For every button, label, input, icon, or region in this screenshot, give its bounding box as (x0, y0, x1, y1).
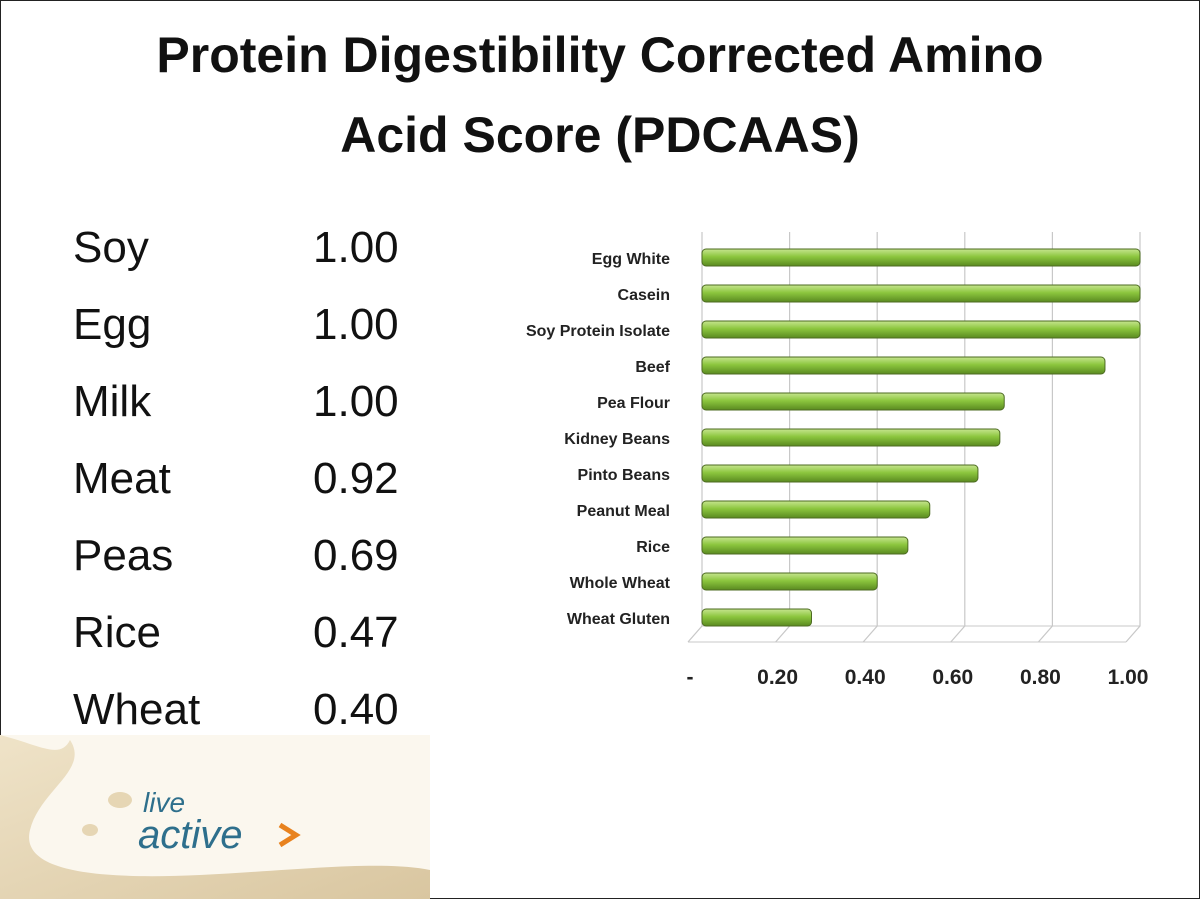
table-value: 1.00 (313, 300, 399, 349)
milk-drop (82, 824, 98, 836)
bar (701, 428, 1001, 447)
bar (701, 500, 931, 519)
table-label: Meat (73, 454, 171, 503)
x-tick-label: 0.40 (845, 666, 886, 689)
bar (701, 320, 1141, 339)
y-tick-label: Pea Flour (597, 395, 670, 412)
table-label: Peas (73, 531, 173, 580)
milk-splash (0, 735, 430, 899)
bar (701, 536, 909, 555)
bar (701, 248, 1141, 267)
x-tick-label: 0.60 (932, 666, 973, 689)
bar (701, 284, 1141, 303)
table-value: 1.00 (313, 377, 399, 426)
bar (701, 608, 812, 627)
x-tick-label: 0.20 (757, 666, 798, 689)
bar (701, 392, 1005, 411)
y-tick-label: Wheat Gluten (567, 611, 670, 628)
y-tick-label: Whole Wheat (570, 575, 671, 592)
title-line: Protein Digestibility Corrected Amino (156, 27, 1043, 83)
y-tick-label: Egg White (592, 251, 670, 268)
title-line: Acid Score (PDCAAS) (340, 107, 860, 163)
y-tick-label: Casein (618, 287, 670, 304)
y-tick-label: Soy Protein Isolate (526, 323, 670, 340)
score-table: Soy 1.00 Egg 1.00 Milk 1.00 Meat 0.92 Peas 0.69 Ri… (73, 223, 399, 734)
table-label: Soy (73, 223, 149, 272)
y-tick-label: Beef (635, 359, 670, 376)
table-value: 0.40 (313, 685, 399, 734)
x-tick-label: 1.00 (1108, 666, 1149, 689)
y-tick-label: Rice (636, 539, 670, 556)
table-value: 1.00 (313, 223, 399, 272)
bar (701, 464, 979, 483)
logo: live active (0, 735, 430, 899)
bar-chart: - 0.20 0.40 0.60 0.80 1.00 Egg White Casein Soy … (526, 232, 1148, 689)
bar (701, 572, 878, 591)
table-label: Egg (73, 300, 151, 349)
table-label: Wheat (73, 685, 200, 734)
table-label: Milk (73, 377, 152, 426)
logo-text: active (138, 813, 243, 857)
logo-text: live (143, 787, 185, 818)
y-tick-label: Peanut Meal (577, 503, 670, 520)
table-value: 0.47 (313, 608, 399, 657)
bar (701, 356, 1106, 375)
milk-drop (108, 792, 132, 808)
table-label: Rice (73, 608, 161, 657)
y-tick-label: Pinto Beans (578, 467, 671, 484)
logo-arrow (278, 822, 301, 848)
x-tick-label: - (687, 666, 694, 689)
table-value: 0.92 (313, 454, 399, 503)
table-value: 0.69 (313, 531, 399, 580)
y-tick-label: Kidney Beans (564, 431, 670, 448)
x-tick-label: 0.80 (1020, 666, 1061, 689)
